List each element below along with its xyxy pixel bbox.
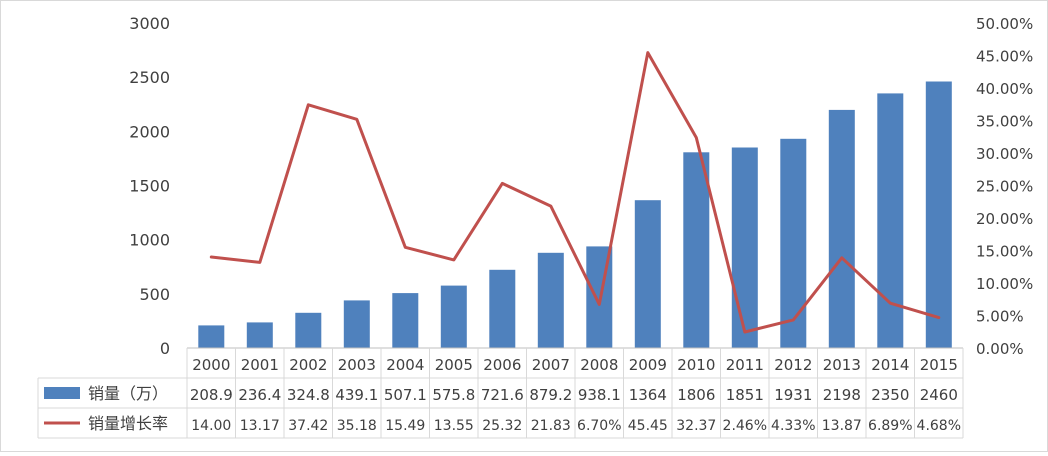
right-tick-label: 40.00% (976, 80, 1033, 98)
growth-value-2005: 13.55 (434, 418, 474, 434)
sales-value-2002: 324.8 (287, 386, 330, 404)
growth-value-2000: 14.00 (191, 418, 231, 434)
growth-value-2002: 37.42 (288, 418, 328, 434)
growth-value-2012: 4.33% (771, 418, 815, 434)
category-label-2013: 2013 (823, 356, 861, 374)
right-tick-label: 10.00% (976, 275, 1033, 293)
left-tick-label: 1000 (129, 231, 170, 250)
growth-value-2001: 13.17 (240, 418, 280, 434)
legend-label-sales: 销量（万） (88, 384, 168, 403)
category-label-2008: 2008 (580, 356, 618, 374)
growth-value-2013: 13.87 (822, 418, 862, 434)
bar-2014 (877, 93, 903, 348)
bar-2012 (780, 139, 806, 348)
category-label-2007: 2007 (532, 356, 570, 374)
right-tick-label: 20.00% (976, 210, 1033, 228)
sales-value-2003: 439.1 (335, 386, 378, 404)
left-tick-label: 2000 (129, 122, 170, 141)
sales-value-2010: 1806 (677, 386, 715, 404)
sales-value-2013: 2198 (823, 386, 861, 404)
growth-value-2011: 2.46% (723, 418, 767, 434)
bar-2010 (683, 152, 709, 348)
growth-value-2014: 6.89% (868, 418, 912, 434)
growth-value-2004: 15.49 (385, 418, 425, 434)
sales-value-2009: 1364 (629, 386, 667, 404)
sales-value-2011: 1851 (726, 386, 764, 404)
sales-value-2004: 507.1 (384, 386, 427, 404)
bar-2009 (635, 200, 661, 348)
right-tick-label: 35.00% (976, 113, 1033, 131)
sales-value-2015: 2460 (920, 386, 958, 404)
sales-value-2008: 938.1 (578, 386, 621, 404)
bar-2002 (295, 313, 321, 348)
bar-2001 (247, 322, 273, 348)
growth-value-2009: 45.45 (628, 418, 668, 434)
category-label-2010: 2010 (677, 356, 715, 374)
sales-value-2014: 2350 (871, 386, 909, 404)
category-label-2002: 2002 (289, 356, 327, 374)
bar-2013 (829, 110, 855, 348)
bar-2003 (344, 300, 370, 348)
category-label-2011: 2011 (726, 356, 764, 374)
legend-label-growth: 销量增长率 (88, 414, 168, 433)
sales-value-2007: 879.2 (529, 386, 572, 404)
left-tick-label: 1500 (129, 177, 170, 196)
category-label-2009: 2009 (629, 356, 667, 374)
bar-2006 (489, 270, 515, 348)
bar-2000 (198, 325, 224, 348)
category-label-2014: 2014 (871, 356, 909, 374)
category-label-2004: 2004 (386, 356, 424, 374)
category-label-2012: 2012 (774, 356, 812, 374)
left-tick-label: 3000 (129, 14, 170, 33)
sales-value-2000: 208.9 (190, 386, 233, 404)
category-label-2006: 2006 (483, 356, 521, 374)
category-label-2015: 2015 (920, 356, 958, 374)
sales-value-2012: 1931 (774, 386, 812, 404)
category-label-2001: 2001 (241, 356, 279, 374)
left-tick-label: 0 (160, 339, 170, 358)
bar-2011 (732, 148, 758, 349)
bar-2004 (392, 293, 418, 348)
category-label-2005: 2005 (435, 356, 473, 374)
right-tick-label: 30.00% (976, 145, 1033, 163)
growth-value-2008: 6.70% (577, 418, 621, 434)
growth-value-2010: 32.37 (676, 418, 716, 434)
right-tick-label: 0.00% (976, 340, 1024, 358)
sales-value-2005: 575.8 (432, 386, 475, 404)
right-tick-label: 45.00% (976, 48, 1033, 66)
growth-value-2003: 35.18 (337, 418, 377, 434)
bar-2007 (538, 253, 564, 348)
sales-value-2001: 236.4 (238, 386, 281, 404)
bar-2005 (441, 286, 467, 348)
growth-value-2007: 21.83 (531, 418, 571, 434)
right-tick-label: 50.00% (976, 15, 1033, 33)
right-tick-label: 15.00% (976, 243, 1033, 261)
category-label-2000: 2000 (192, 356, 230, 374)
right-tick-label: 25.00% (976, 178, 1033, 196)
left-tick-label: 500 (139, 285, 170, 304)
category-label-2003: 2003 (338, 356, 376, 374)
left-tick-label: 2500 (129, 68, 170, 87)
growth-value-2015: 4.68% (917, 418, 961, 434)
right-tick-label: 5.00% (976, 308, 1024, 326)
growth-value-2006: 25.32 (482, 418, 522, 434)
sales-value-2006: 721.6 (481, 386, 524, 404)
bar-2015 (926, 82, 952, 349)
legend-key-sales (44, 387, 80, 399)
